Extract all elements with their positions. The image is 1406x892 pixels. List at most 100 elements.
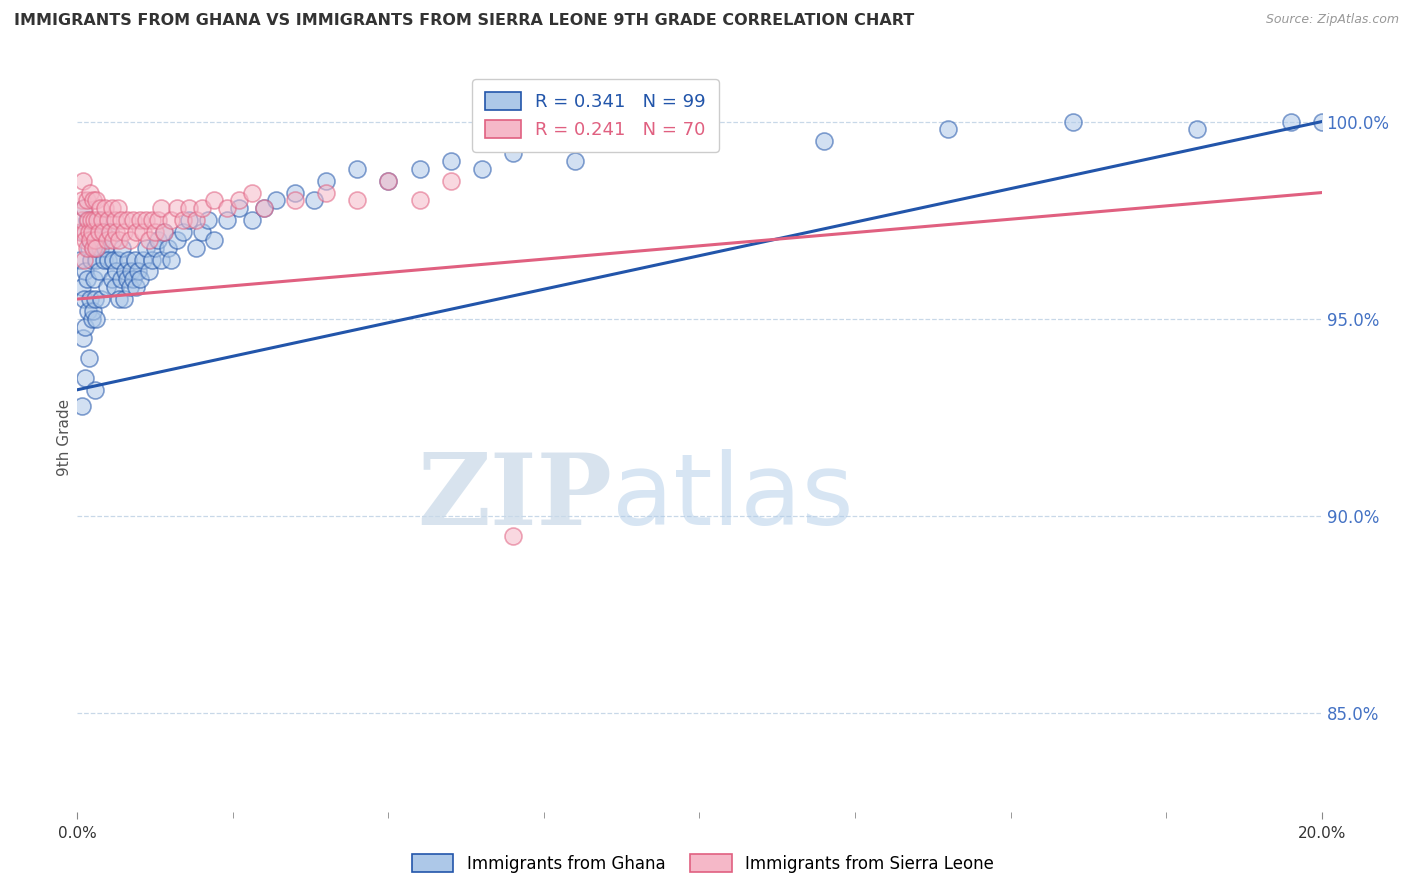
Point bbox=[135, 213, 157, 227]
Point bbox=[72, 331, 94, 345]
Y-axis label: 9th Grade: 9th Grade bbox=[56, 399, 72, 475]
Point bbox=[179, 202, 201, 216]
Point bbox=[1062, 114, 1084, 128]
Point bbox=[98, 225, 121, 239]
Point bbox=[141, 252, 163, 267]
Point bbox=[302, 194, 325, 208]
Point bbox=[80, 252, 103, 267]
Point bbox=[122, 272, 145, 286]
Point bbox=[83, 292, 105, 306]
Point bbox=[120, 264, 142, 278]
Point bbox=[82, 241, 104, 255]
Point bbox=[73, 225, 96, 239]
Point bbox=[73, 264, 96, 278]
Point bbox=[84, 241, 107, 255]
Point bbox=[159, 213, 181, 227]
Point bbox=[77, 241, 100, 255]
Point bbox=[80, 213, 103, 227]
Point bbox=[191, 225, 214, 239]
Point bbox=[94, 241, 117, 255]
Point bbox=[83, 233, 105, 247]
Legend: R = 0.341   N = 99, R = 0.241   N = 70: R = 0.341 N = 99, R = 0.241 N = 70 bbox=[472, 79, 718, 152]
Point bbox=[93, 225, 115, 239]
Point bbox=[284, 186, 307, 200]
Point bbox=[127, 264, 149, 278]
Point bbox=[89, 202, 111, 216]
Point bbox=[172, 213, 194, 227]
Point bbox=[77, 304, 100, 318]
Point bbox=[114, 264, 136, 278]
Point bbox=[96, 233, 118, 247]
Point bbox=[471, 161, 494, 176]
Point bbox=[159, 252, 181, 267]
Point bbox=[122, 213, 145, 227]
Point bbox=[179, 213, 201, 227]
Point bbox=[191, 202, 214, 216]
Point bbox=[72, 213, 94, 227]
Point bbox=[79, 233, 101, 247]
Point bbox=[215, 202, 238, 216]
Point bbox=[90, 292, 112, 306]
Point bbox=[197, 213, 219, 227]
Point bbox=[77, 225, 100, 239]
Point bbox=[150, 252, 173, 267]
Point bbox=[82, 194, 104, 208]
Point bbox=[76, 272, 98, 286]
Point bbox=[86, 241, 108, 255]
Point bbox=[79, 292, 101, 306]
Point bbox=[94, 202, 117, 216]
Point bbox=[86, 213, 108, 227]
Point bbox=[80, 311, 103, 326]
Point bbox=[253, 202, 276, 216]
Point bbox=[626, 134, 648, 148]
Point bbox=[131, 225, 153, 239]
Point bbox=[72, 202, 94, 216]
Text: atlas: atlas bbox=[613, 449, 853, 546]
Point bbox=[240, 213, 263, 227]
Point bbox=[112, 292, 135, 306]
Point bbox=[1279, 114, 1302, 128]
Point bbox=[77, 213, 100, 227]
Point bbox=[97, 252, 120, 267]
Point bbox=[100, 272, 122, 286]
Point bbox=[79, 186, 101, 200]
Point bbox=[202, 233, 225, 247]
Point bbox=[77, 351, 100, 366]
Point bbox=[72, 252, 94, 267]
Point bbox=[1310, 114, 1333, 128]
Point bbox=[143, 241, 166, 255]
Point bbox=[141, 213, 163, 227]
Point bbox=[125, 225, 148, 239]
Point bbox=[153, 225, 176, 239]
Point bbox=[346, 161, 368, 176]
Point bbox=[79, 233, 101, 247]
Point bbox=[82, 241, 104, 255]
Point bbox=[377, 174, 399, 188]
Point bbox=[266, 194, 288, 208]
Point bbox=[91, 213, 114, 227]
Point bbox=[107, 202, 129, 216]
Point bbox=[153, 225, 176, 239]
Point bbox=[93, 225, 115, 239]
Point bbox=[117, 252, 139, 267]
Point bbox=[228, 202, 250, 216]
Point bbox=[253, 202, 276, 216]
Point bbox=[128, 272, 150, 286]
Point bbox=[84, 194, 107, 208]
Point bbox=[104, 225, 127, 239]
Text: ZIP: ZIP bbox=[418, 449, 613, 546]
Point bbox=[172, 225, 194, 239]
Point bbox=[108, 233, 131, 247]
Point bbox=[91, 233, 114, 247]
Point bbox=[96, 280, 118, 294]
Point bbox=[184, 213, 207, 227]
Point bbox=[150, 202, 173, 216]
Point bbox=[76, 194, 98, 208]
Point bbox=[75, 233, 97, 247]
Legend: Immigrants from Ghana, Immigrants from Sierra Leone: Immigrants from Ghana, Immigrants from S… bbox=[405, 847, 1001, 880]
Point bbox=[148, 213, 170, 227]
Point bbox=[215, 213, 238, 227]
Point bbox=[70, 194, 93, 208]
Point bbox=[87, 264, 110, 278]
Point bbox=[124, 252, 146, 267]
